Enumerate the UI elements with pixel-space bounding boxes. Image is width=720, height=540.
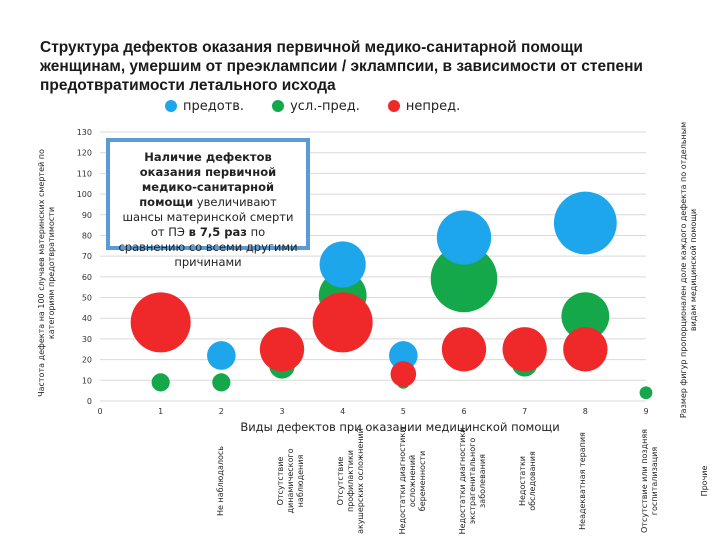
x-tick-label: 6 — [461, 407, 466, 416]
bubble-preventable-5 — [389, 341, 418, 370]
y-tick-label: 110 — [77, 169, 92, 178]
y-tick-label: 30 — [82, 335, 92, 344]
bubble-preventable-4 — [319, 241, 366, 288]
legend: предотв. усл.-пред. непред. — [165, 97, 460, 115]
x-tick-label: 3 — [279, 407, 284, 416]
x-tick-label: 8 — [583, 407, 588, 416]
note-bold-2: в 7,5 раз — [188, 225, 247, 239]
y-tick-label: 80 — [82, 231, 92, 240]
y-tick-label: 120 — [77, 149, 92, 158]
bubble-conditionally-preventable-2 — [212, 373, 231, 392]
bubble-unpreventable-1 — [130, 292, 191, 353]
x-tick-label: 2 — [219, 407, 224, 416]
x-tick-label: 9 — [643, 407, 648, 416]
y-tick-label: 130 — [77, 128, 92, 137]
legend-marker-conditionally-preventable — [272, 100, 285, 112]
y-tick-label: 100 — [77, 190, 92, 199]
note-text-1: увеличивают шансы материнской смерти от … — [122, 195, 294, 239]
bubble-unpreventable-8 — [563, 327, 608, 372]
y-tick-labels: 0 10 20 30 40 50 60 70 80 90 100 110 120 130 — [77, 128, 92, 406]
bubble-conditionally-preventable-8 — [561, 292, 610, 341]
y2-axis-label: Размер фигур пропорционален доле каждого… — [679, 121, 698, 419]
x-tick-label: 7 — [522, 407, 527, 416]
y2-axis-label-wrap: Размер фигур пропорционален доле каждого… — [664, 120, 714, 420]
title-line-2: женщинам, умершим от преэклампсии / экла… — [40, 58, 643, 75]
legend-label-conditionally-preventable: усл.-пред. — [290, 98, 360, 114]
title-line-3: предотвратимости летального исхода — [40, 77, 336, 94]
y-tick-label: 70 — [82, 252, 92, 261]
bubble-conditionally-preventable-1 — [151, 373, 170, 392]
x-tick-label: 0 — [97, 407, 102, 416]
bubble-preventable-8 — [553, 191, 617, 255]
bubble-conditionally-preventable-6 — [430, 245, 498, 313]
note-bold-1: Наличие дефектов оказания первичной меди… — [139, 150, 277, 209]
y-tick-label: 90 — [82, 211, 92, 220]
bubble-unpreventable-6 — [441, 327, 487, 372]
legend-label-unpreventable: непред. — [405, 98, 461, 114]
x-tick-label: 5 — [401, 407, 406, 416]
legend-marker-unpreventable — [387, 100, 400, 112]
bubble-unpreventable-7 — [502, 327, 547, 372]
y-tick-label: 60 — [82, 273, 92, 282]
x-tick-label: 1 — [158, 407, 163, 416]
y-axis-label-wrap: Частота дефекта на 100 случаев материнск… — [12, 138, 82, 408]
bubble-unpreventable-3 — [259, 327, 305, 372]
x-axis-label: Виды дефектов при оказании медицинской п… — [240, 420, 560, 434]
category-label-wrap-9: Прочие — [592, 425, 709, 497]
bubble-preventable-6 — [436, 210, 492, 265]
legend-marker-preventable — [165, 100, 177, 112]
y-axis-label: Частота дефекта на 100 случаев материнск… — [37, 149, 56, 397]
y-tick-label: 0 — [87, 397, 92, 406]
x-tick-label: 4 — [340, 407, 345, 416]
y-tick-label: 40 — [82, 314, 92, 323]
bubble-unpreventable-5 — [390, 361, 417, 387]
chart-title: Структура дефектов оказания первичной ме… — [40, 38, 680, 95]
bubble-preventable-2 — [207, 341, 236, 370]
category-label-9: Прочие — [700, 465, 709, 497]
legend-item-preventable: предотв. — [165, 97, 244, 115]
note-text-2: по сравнению со всеми другими причинами — [118, 225, 298, 269]
legend-item-unpreventable: непред. — [387, 97, 461, 115]
legend-label-preventable: предотв. — [183, 98, 245, 114]
legend-item-conditionally-preventable: усл.-пред. — [272, 97, 360, 115]
y-tick-label: 50 — [82, 294, 92, 303]
y-tick-label: 10 — [82, 376, 92, 385]
bubble-unpreventable-4 — [312, 292, 373, 353]
annotation-box: Наличие дефектов оказания первичной меди… — [106, 138, 310, 269]
bubble-conditionally-preventable-9 — [639, 386, 653, 400]
title-line-1: Структура дефектов оказания первичной ме… — [40, 39, 583, 56]
bubbles — [130, 191, 653, 400]
x-tick-labels: 0 1 2 3 4 5 6 7 8 9 — [97, 407, 648, 416]
y-tick-label: 20 — [82, 356, 92, 365]
